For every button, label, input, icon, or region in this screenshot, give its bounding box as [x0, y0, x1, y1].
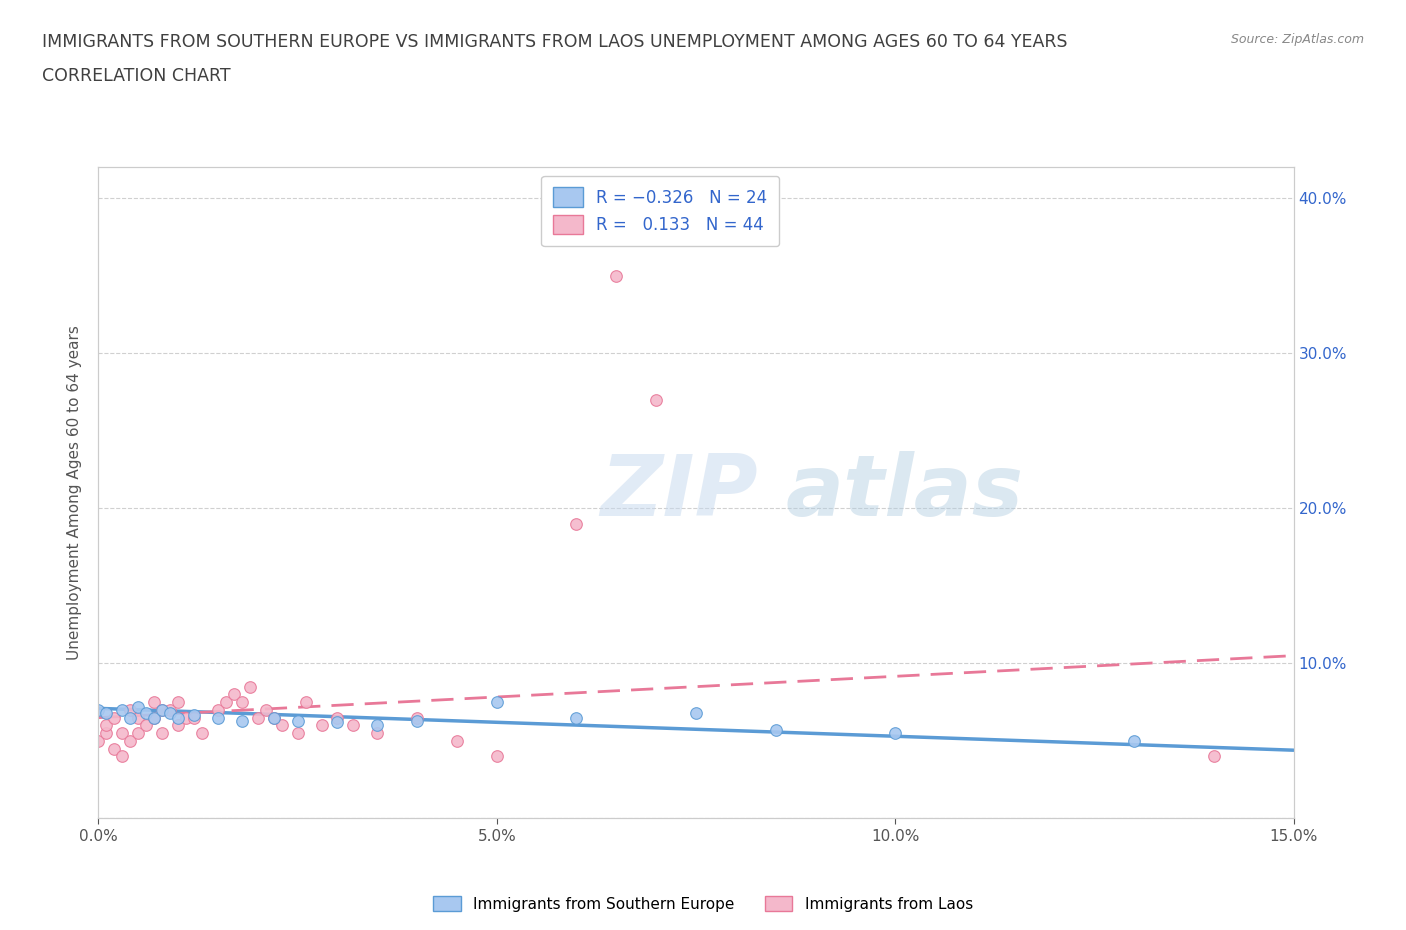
Point	[120, 734, 142, 749]
Point	[342, 718, 364, 733]
Point	[287, 713, 309, 728]
Point	[231, 695, 253, 710]
Point	[311, 718, 333, 733]
Text: CORRELATION CHART: CORRELATION CHART	[42, 67, 231, 85]
Point	[231, 713, 253, 728]
Point	[87, 734, 110, 749]
Point	[366, 725, 388, 740]
Point	[87, 702, 110, 717]
Point	[287, 725, 309, 740]
Point	[103, 711, 125, 725]
Point	[565, 711, 588, 725]
Point	[96, 725, 118, 740]
Point	[135, 718, 157, 733]
Point	[150, 702, 173, 717]
Point	[207, 702, 229, 717]
Point	[884, 725, 907, 740]
Point	[191, 725, 214, 740]
Point	[150, 725, 173, 740]
Point	[150, 702, 173, 717]
Text: IMMIGRANTS FROM SOUTHERN EUROPE VS IMMIGRANTS FROM LAOS UNEMPLOYMENT AMONG AGES : IMMIGRANTS FROM SOUTHERN EUROPE VS IMMIG…	[42, 33, 1067, 50]
Point	[120, 711, 142, 725]
Legend: Immigrants from Southern Europe, Immigrants from Laos: Immigrants from Southern Europe, Immigra…	[427, 889, 979, 918]
Point	[263, 711, 285, 725]
Point	[485, 749, 508, 764]
Point	[143, 711, 166, 725]
Point	[246, 711, 269, 725]
Point	[127, 699, 149, 714]
Point	[127, 711, 149, 725]
Point	[183, 711, 205, 725]
Point	[1123, 734, 1146, 749]
Point	[239, 679, 262, 694]
Point	[685, 706, 707, 721]
Point	[96, 718, 118, 733]
Point	[326, 711, 349, 725]
Point	[222, 687, 245, 702]
Point	[645, 392, 668, 407]
Point	[159, 702, 181, 717]
Point	[605, 269, 627, 284]
Point	[120, 702, 142, 717]
Point	[446, 734, 468, 749]
Point	[143, 695, 166, 710]
Point	[294, 695, 316, 710]
Text: atlas: atlas	[786, 451, 1024, 535]
Point	[111, 702, 134, 717]
Point	[406, 711, 429, 725]
Point	[111, 725, 134, 740]
Point	[174, 711, 197, 725]
Point	[127, 725, 149, 740]
Point	[143, 711, 166, 725]
Point	[326, 715, 349, 730]
Point	[215, 695, 238, 710]
Point	[159, 706, 181, 721]
Point	[254, 702, 277, 717]
Point	[111, 749, 134, 764]
Point	[167, 711, 190, 725]
Point	[167, 695, 190, 710]
Y-axis label: Unemployment Among Ages 60 to 64 years: Unemployment Among Ages 60 to 64 years	[67, 326, 83, 660]
Point	[135, 706, 157, 721]
Legend: R = −0.326   N = 24, R =   0.133   N = 44: R = −0.326 N = 24, R = 0.133 N = 44	[541, 176, 779, 246]
Point	[565, 516, 588, 531]
Point	[1202, 749, 1225, 764]
Point	[103, 741, 125, 756]
Point	[263, 711, 285, 725]
Point	[183, 707, 205, 722]
Text: Source: ZipAtlas.com: Source: ZipAtlas.com	[1230, 33, 1364, 46]
Point	[485, 695, 508, 710]
Point	[207, 711, 229, 725]
Point	[96, 706, 118, 721]
Text: ZIP: ZIP	[600, 451, 758, 535]
Point	[270, 718, 292, 733]
Point	[366, 718, 388, 733]
Point	[406, 713, 429, 728]
Point	[167, 718, 190, 733]
Point	[765, 723, 787, 737]
